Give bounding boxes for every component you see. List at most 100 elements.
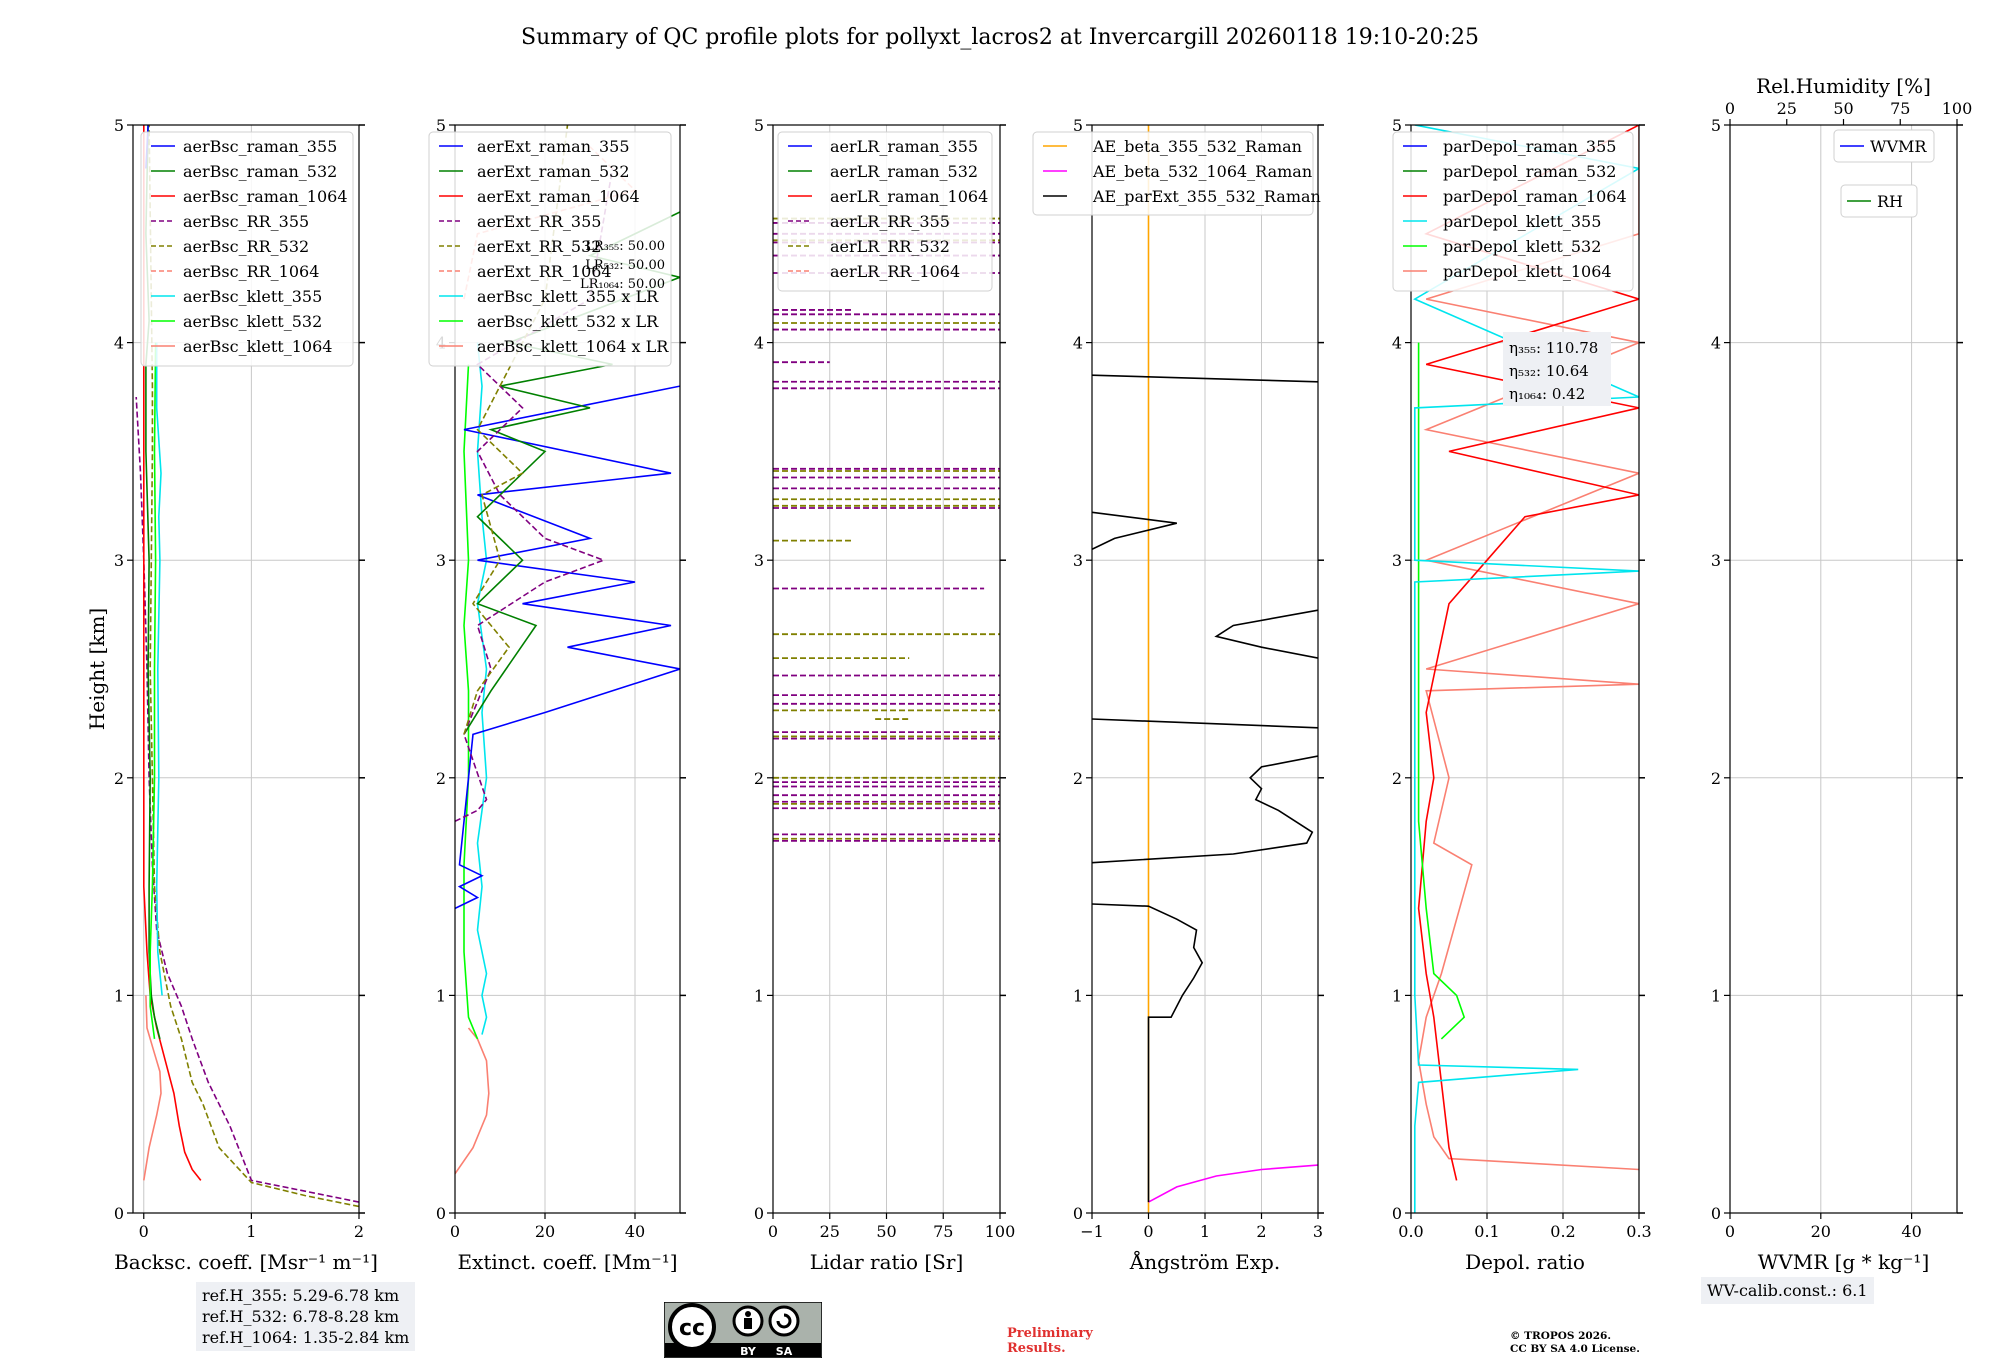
x-tick-label: 0.0 xyxy=(1398,1222,1423,1241)
legend-box xyxy=(1833,129,1935,163)
copyright-line-1: © TROPOS 2026. xyxy=(1510,1330,1612,1342)
legend-box xyxy=(1392,131,1634,292)
x-axis-label: Depol. ratio xyxy=(1465,1250,1585,1274)
y-tick-label: 2 xyxy=(436,769,446,788)
x-tick-label: 40 xyxy=(1901,1222,1921,1241)
legend-label: AE_parExt_355_532_Raman xyxy=(1092,187,1321,206)
axes-frame xyxy=(1410,124,1640,1214)
y-tick-label: 1 xyxy=(1073,986,1083,1005)
eta-box xyxy=(1503,332,1611,406)
x2-tick-label: 50 xyxy=(1833,99,1853,118)
legend-box xyxy=(1840,184,1918,218)
x2-tick-label: 100 xyxy=(1942,99,1973,118)
legend-label: aerBsc_RR_1064 xyxy=(183,262,319,281)
series-line-aerBsc_klett_1064 xyxy=(143,995,162,1181)
wv-calib-constant: WV-calib.const.: 6.1 xyxy=(1707,1281,1868,1300)
reference-heights-box: ref.H_355: 5.29-6.78 km ref.H_532: 6.78-… xyxy=(196,1282,416,1351)
ref-height-1064: ref.H_1064: 1.35-2.84 km xyxy=(202,1328,410,1347)
series-line-AE_parExt_355_532_Raman_e xyxy=(1092,511,1177,551)
legend-label: aerBsc_RR_532 xyxy=(183,237,309,256)
y-tick-label: 0 xyxy=(436,1204,446,1223)
legend-label: aerBsc_klett_355 xyxy=(183,287,322,306)
series-line-aerBsc_klett_532 x LR xyxy=(463,364,479,1040)
y-tick-label: 5 xyxy=(754,116,764,135)
x-tick-label: 0 xyxy=(139,1222,149,1241)
y-tick-label: 5 xyxy=(1073,116,1083,135)
x-tick-label: 2 xyxy=(1256,1222,1266,1241)
y-tick-label: 4 xyxy=(114,334,124,353)
legend-label: aerBsc_klett_1064 xyxy=(183,337,332,356)
x-tick-label: 1 xyxy=(246,1222,256,1241)
axes-frame xyxy=(132,124,360,1214)
x-tick-label: 0 xyxy=(1143,1222,1153,1241)
x-tick-label: 50 xyxy=(876,1222,896,1241)
legend-label: aerExt_raman_532 xyxy=(477,162,630,181)
x-axis-label: Lidar ratio [Sr] xyxy=(810,1250,964,1274)
y-tick-label: 0 xyxy=(1711,1204,1721,1223)
cc-license-badge: cc BY SA xyxy=(664,1302,822,1358)
copyright-note: © TROPOS 2026. CC BY SA 4.0 License. xyxy=(1510,1330,1640,1356)
legend-label: aerLR_RR_355 xyxy=(830,212,950,231)
y-tick-label: 0 xyxy=(1073,1204,1083,1223)
legend-label: aerExt_RR_355 xyxy=(477,212,601,231)
y-tick-label: 5 xyxy=(1392,116,1402,135)
legend-label: parDepol_raman_1064 xyxy=(1443,187,1627,206)
series-line-AE_parExt_355_532_Raman xyxy=(1092,903,1204,1203)
y-tick-label: 0 xyxy=(114,1204,124,1223)
axes-frame xyxy=(1729,124,1958,1214)
legend-label: aerLR_raman_1064 xyxy=(830,187,988,206)
legend-box xyxy=(777,131,993,292)
legend-label: aerLR_RR_1064 xyxy=(830,262,960,281)
series-line-aerBsc_klett_1064 x LR xyxy=(455,1027,490,1175)
y-tick-label: 1 xyxy=(754,986,764,1005)
panel-2: 01234502040Extinct. coeff. [Mm⁻¹]aerExt_… xyxy=(428,116,686,1274)
series-line-aerExt_RR_532 xyxy=(463,125,569,735)
x-axis-label: WVMR [g * kg⁻¹] xyxy=(1758,1250,1930,1274)
y-axis-label: Height [km] xyxy=(85,608,109,730)
series-line-AE_beta_532_1064_Raman xyxy=(1148,1164,1318,1203)
legend-label: aerBsc_klett_532 xyxy=(183,312,322,331)
legend-box xyxy=(428,131,672,367)
panel-1: 0 1 2 3 4 5 0 1 2 Backsc. coeff. [Msr⁻¹ m⁻¹] Heigh… xyxy=(85,116,378,1274)
y-tick-label: 3 xyxy=(114,551,124,570)
preliminary-line-2: Results. xyxy=(1007,1341,1066,1356)
legend-label: AE_beta_532_1064_Raman xyxy=(1092,162,1312,181)
y-tick-label: 3 xyxy=(1711,551,1721,570)
y-tick-label: 5 xyxy=(114,116,124,135)
series-line-AE_parExt_355_532_Raman_f xyxy=(1092,374,1318,383)
y-tick-label: 3 xyxy=(1392,551,1402,570)
lidar-ratio-annotation: LR₅₃₂: 50.00 xyxy=(585,258,665,273)
x-tick-label: 75 xyxy=(933,1222,953,1241)
y-tick-label: 2 xyxy=(1073,769,1083,788)
legend-label: AE_beta_355_532_Raman xyxy=(1092,137,1302,156)
x2-tick-label: 0 xyxy=(1725,99,1735,118)
x-tick-label: 20 xyxy=(1811,1222,1831,1241)
wv-calib-box: WV-calib.const.: 6.1 xyxy=(1701,1277,1874,1304)
y-tick-label: 3 xyxy=(436,551,446,570)
preliminary-line-1: Preliminary xyxy=(1007,1326,1093,1341)
copyright-line-2: CC BY SA 4.0 License. xyxy=(1510,1343,1640,1355)
legend-label: WVMR xyxy=(1870,137,1927,156)
series-line-aerBsc_RR_355 xyxy=(135,396,359,1203)
legend-label: parDepol_klett_1064 xyxy=(1443,262,1612,281)
legend-label: aerBsc_klett_532 x LR xyxy=(477,312,659,331)
y-tick-label: 2 xyxy=(1392,769,1402,788)
x-tick-label: 40 xyxy=(625,1222,645,1241)
series-line-AE_parExt_355_532_Raman_c xyxy=(1092,718,1318,729)
y-tick-label: 0 xyxy=(754,1204,764,1223)
sa-sharealike-icon xyxy=(768,1305,800,1337)
y-tick-label: 3 xyxy=(1073,551,1083,570)
x-tick-label: 20 xyxy=(535,1222,555,1241)
legend-label: parDepol_klett_532 xyxy=(1443,237,1601,256)
y-tick-label: 4 xyxy=(1392,334,1402,353)
legend-label: aerExt_raman_355 xyxy=(477,137,630,156)
x-tick-label: 0 xyxy=(768,1222,778,1241)
x2-tick-label: 75 xyxy=(1890,99,1910,118)
legend-box xyxy=(1032,131,1314,216)
y-tick-label: 2 xyxy=(114,769,124,788)
x-axis-label: Extinct. coeff. [Mm⁻¹] xyxy=(457,1250,677,1274)
legend-label: aerExt_RR_1064 xyxy=(477,262,612,281)
y-tick-label: 3 xyxy=(754,551,764,570)
x-tick-label: 100 xyxy=(985,1222,1016,1241)
